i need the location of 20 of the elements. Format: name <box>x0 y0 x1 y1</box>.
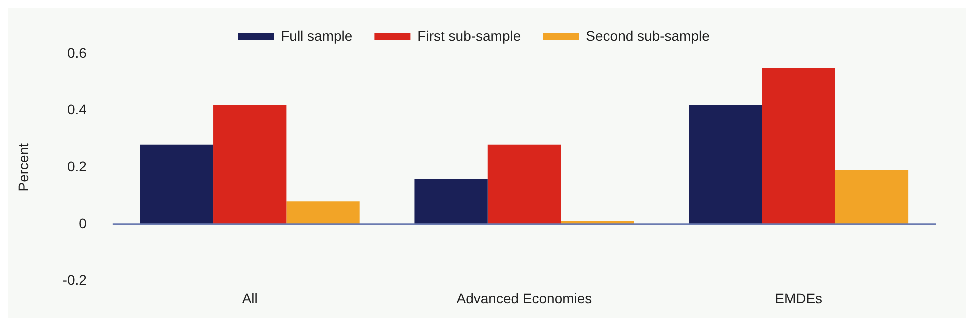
legend-label: First sub-sample <box>418 28 522 44</box>
legend-label: Full sample <box>281 28 353 44</box>
x-tick-label: EMDEs <box>775 290 823 306</box>
bar <box>286 202 360 224</box>
bar <box>689 105 762 224</box>
legend-label: Second sub-sample <box>586 28 710 44</box>
y-tick-label: 0 <box>79 215 88 232</box>
y-axis-title: Percent <box>15 143 32 192</box>
bar <box>140 144 214 224</box>
y-tick-label: 0.4 <box>67 102 88 118</box>
bar <box>414 178 488 224</box>
y-tick-label: 0.2 <box>67 158 88 174</box>
bar <box>214 105 287 224</box>
y-tick-label: 0.6 <box>67 44 88 61</box>
bar <box>488 144 562 224</box>
bar <box>762 68 836 224</box>
x-tick-label: Advanced Economies <box>456 290 592 306</box>
x-tick-label: All <box>242 290 258 306</box>
bar <box>835 170 909 224</box>
y-tick-label: -0.2 <box>62 272 88 288</box>
